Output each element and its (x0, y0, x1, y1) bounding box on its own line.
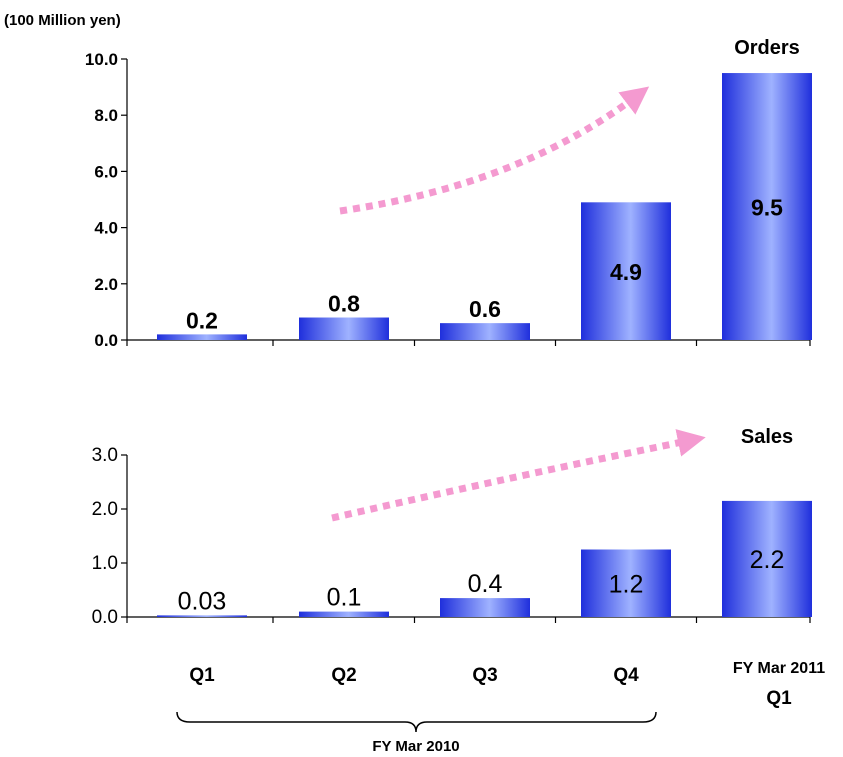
orders-y-tick-label: 10.0 (85, 50, 118, 69)
orders-bar (157, 334, 247, 340)
orders-y-tick-label: 6.0 (94, 162, 118, 181)
orders-bar (581, 202, 671, 340)
last-category-line1: FY Mar 2011 (733, 660, 825, 677)
sales-data-label: 0.4 (468, 570, 503, 598)
category-labels: Q1 Q2 Q3 Q4 (189, 665, 639, 686)
category-label: Q4 (613, 665, 639, 686)
sales-y-tick-label: 1.0 (92, 553, 118, 574)
unit-label: (100 Million yen) (4, 12, 121, 29)
orders-data-label: 0.2 (186, 307, 218, 333)
sales-data-label: 0.1 (327, 584, 362, 612)
orders-trend-arrow (339, 86, 650, 215)
orders-bar (722, 73, 812, 341)
orders-bar (440, 323, 530, 340)
sales-bar (581, 549, 671, 617)
sales-bar (157, 615, 247, 617)
sales-trend-arrow (331, 429, 706, 522)
sales-y-tick-label: 3.0 (92, 445, 118, 466)
orders-data-label: 4.9 (610, 259, 642, 285)
category-label: Q1 (189, 665, 215, 686)
orders-data-label: 0.6 (469, 296, 501, 322)
sales-bar (299, 611, 389, 617)
fy-brace (176, 711, 657, 733)
orders-y-tick-label: 2.0 (94, 275, 118, 294)
sales-chart: 0.0 1.0 2.0 3.0 0.03 0.1 0.4 1.2 2.2 Sales (92, 426, 812, 628)
orders-y-tick-label: 0.0 (94, 331, 118, 350)
sales-y-tick-label: 2.0 (92, 499, 118, 520)
sales-title: Sales (741, 426, 793, 448)
category-label: Q2 (331, 665, 356, 686)
category-label: Q3 (472, 665, 497, 686)
sales-data-label: 2.2 (750, 546, 785, 574)
fy-group-label: FY Mar 2010 (372, 738, 459, 755)
sales-data-label: 0.03 (178, 587, 227, 615)
sales-y-tick-label: 0.0 (92, 607, 118, 628)
orders-title: Orders (734, 37, 800, 59)
sales-bar (440, 598, 530, 617)
sales-data-label: 1.2 (609, 570, 644, 598)
orders-y-tick-label: 4.0 (94, 219, 118, 238)
orders-bar (299, 317, 389, 340)
orders-y-tick-label: 8.0 (94, 106, 118, 125)
sales-bar (722, 500, 812, 617)
orders-data-label: 9.5 (751, 195, 783, 221)
last-category-line2: Q1 (766, 688, 792, 709)
orders-chart: 0.0 2.0 4.0 6.0 8.0 10.0 0.2 0.8 0.6 4.9 9.5 Orders (85, 37, 812, 350)
orders-data-label: 0.8 (328, 291, 360, 317)
